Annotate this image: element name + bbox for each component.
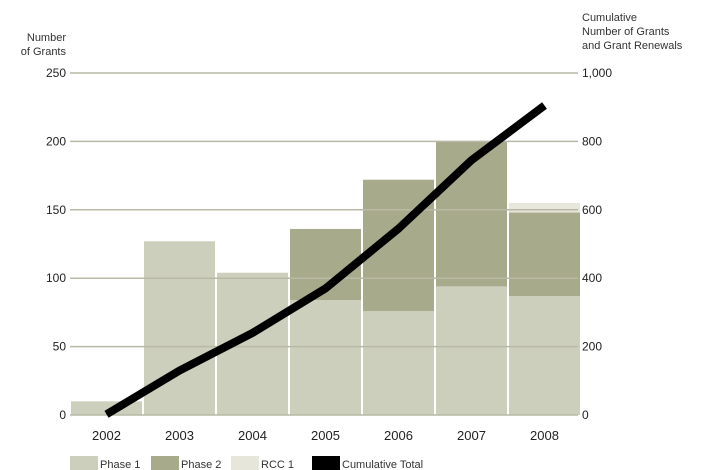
category-label-2002: 2002 — [92, 428, 121, 443]
right-tick-label-0: 0 — [582, 408, 589, 422]
left-axis-title: Number of Grants — [21, 32, 67, 58]
left-axis-ticks: 0 50 100 150 200 250 — [46, 66, 66, 422]
category-label-2008: 2008 — [530, 428, 559, 443]
legend-label-phase-1: Phase 1 — [100, 459, 140, 470]
right-tick-label-800: 800 — [582, 134, 602, 148]
right-tick-label-600: 600 — [582, 203, 602, 217]
bar-phase-1-2007 — [436, 286, 507, 415]
right-axis-title-line-2: Number of Grants — [582, 26, 670, 38]
legend-swatch-phase-1 — [70, 456, 98, 470]
left-tick-label-200: 200 — [46, 134, 66, 148]
left-tick-label-50: 50 — [53, 340, 67, 354]
category-label-2005: 2005 — [311, 428, 340, 443]
legend-swatch-cumulative-total — [312, 456, 340, 470]
category-label-2007: 2007 — [457, 428, 486, 443]
right-axis-title-line-1: Cumulative — [582, 12, 637, 24]
legend-swatch-rcc-1 — [231, 456, 259, 470]
left-tick-label-150: 150 — [46, 203, 66, 217]
cumulative-total-line — [104, 102, 547, 418]
x-axis-categories: 2002 2003 2004 2005 2006 2007 2008 — [92, 428, 559, 443]
legend: Phase 1 Phase 2 RCC 1 Cumulative Total — [70, 456, 423, 470]
right-axis-title-line-3: and Grant Renewals — [582, 40, 683, 52]
left-tick-label-0: 0 — [59, 408, 66, 422]
right-axis-ticks: 0 200 400 600 800 1,000 — [582, 66, 612, 422]
bar-phase-1-2006 — [363, 311, 434, 415]
legend-swatch-phase-2 — [151, 456, 179, 470]
bar-phase-2-2008 — [509, 212, 580, 296]
left-axis-title-line-1: Number — [27, 32, 66, 44]
category-label-2004: 2004 — [238, 428, 267, 443]
left-tick-label-250: 250 — [46, 66, 66, 80]
category-label-2006: 2006 — [384, 428, 413, 443]
right-tick-label-400: 400 — [582, 271, 602, 285]
right-axis-title: Cumulative Number of Grants and Grant Re… — [582, 12, 683, 52]
cumulative-line-layer — [104, 102, 547, 418]
bar-phase-1-2005 — [290, 300, 361, 415]
legend-label-cumulative-total: Cumulative Total — [342, 459, 423, 470]
bar-phase-1-2008 — [509, 295, 580, 415]
bar-rcc-1-2008 — [509, 202, 580, 213]
category-label-2003: 2003 — [165, 428, 194, 443]
left-axis-title-line-2: of Grants — [21, 46, 67, 58]
legend-label-rcc-1: RCC 1 — [261, 459, 294, 470]
right-tick-label-200: 200 — [582, 340, 602, 354]
left-tick-label-100: 100 — [46, 271, 66, 285]
legend-label-phase-2: Phase 2 — [181, 459, 221, 470]
right-tick-label-1000: 1,000 — [582, 66, 612, 80]
